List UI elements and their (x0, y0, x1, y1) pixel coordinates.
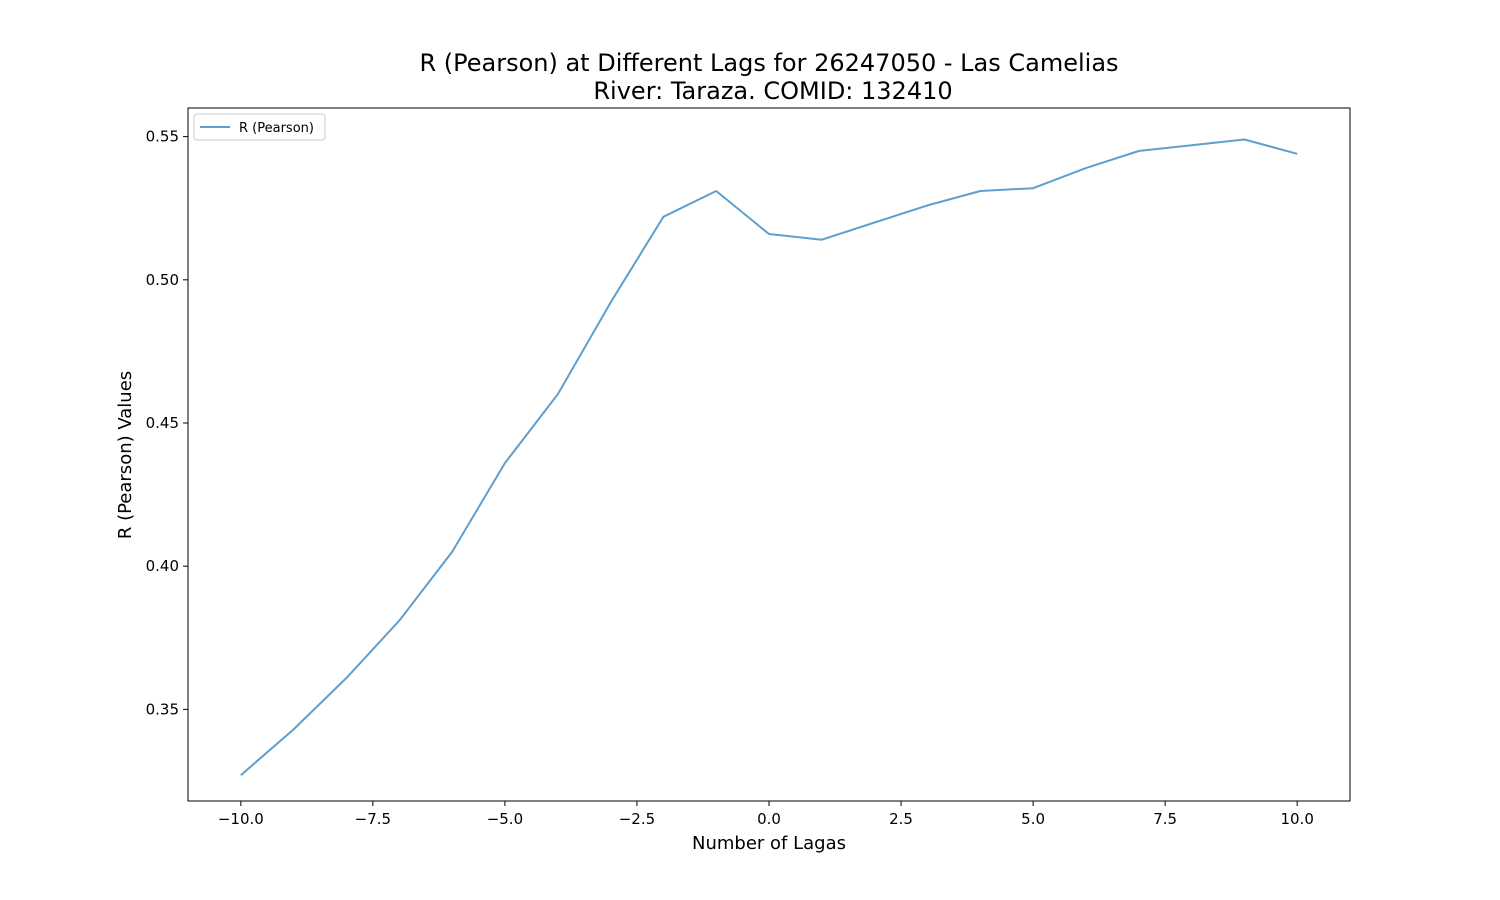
x-tick-label: −7.5 (355, 810, 391, 828)
y-tick-label: 0.40 (146, 557, 179, 575)
legend: R (Pearson) (193, 113, 326, 141)
x-tick-label: −10.0 (218, 810, 264, 828)
x-tick-label: 0.0 (757, 810, 781, 828)
y-axis: 0.35 0.40 0.45 0.50 0.55 (146, 128, 188, 718)
y-tick-label: 0.50 (146, 271, 179, 289)
x-tick-label: 2.5 (889, 810, 913, 828)
chart-subtitle: River: Taraza. COMID: 132410 (593, 77, 952, 105)
chart-title: R (Pearson) at Different Lags for 262470… (419, 49, 1118, 77)
x-tick-label: 7.5 (1153, 810, 1177, 828)
x-axis-label: Number of Lagas (692, 833, 846, 854)
x-tick-label: 5.0 (1021, 810, 1045, 828)
y-tick-label: 0.45 (146, 414, 179, 432)
series-group (240, 138, 1298, 776)
x-tick-label: 10.0 (1280, 810, 1313, 828)
plot-frame (187, 107, 1351, 802)
x-tick-label: −5.0 (487, 810, 523, 828)
x-tick-label: −2.5 (619, 810, 655, 828)
plot-area (188, 108, 1350, 801)
series-line-0 (240, 138, 1298, 776)
x-axis: −10.0 −7.5 −5.0 −2.5 0.0 2.5 5.0 7.5 10.0 (218, 801, 1314, 828)
y-tick-label: 0.55 (146, 128, 179, 146)
legend-label: R (Pearson) (239, 121, 314, 136)
y-tick-label: 0.35 (146, 700, 179, 718)
legend-box (193, 113, 326, 141)
y-axis-label: R (Pearson) Values (115, 371, 136, 539)
